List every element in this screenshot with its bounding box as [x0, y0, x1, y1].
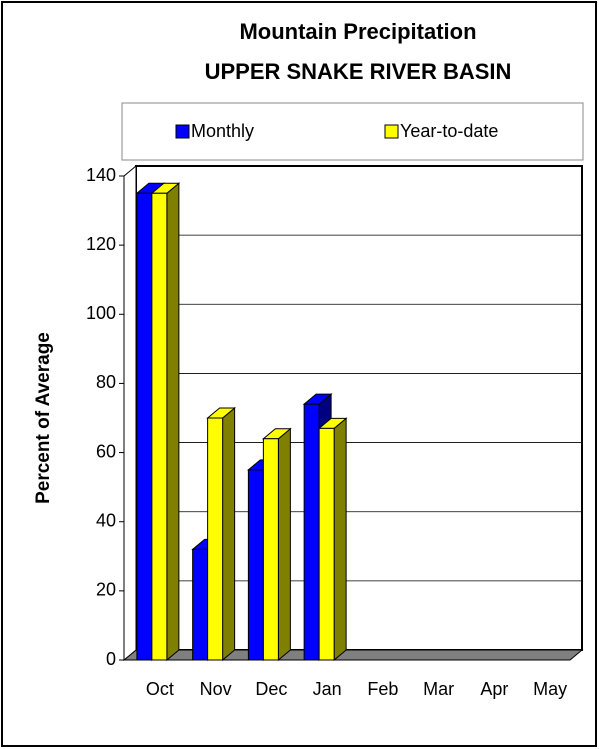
bar: [150, 182, 181, 662]
x-tick-label: Mar: [423, 679, 454, 699]
y-tick-label: 20: [96, 580, 116, 600]
y-tick-label: 120: [86, 234, 116, 254]
x-tick-label: Oct: [146, 679, 174, 699]
legend-swatch: [384, 124, 399, 139]
y-tick-label: 60: [96, 441, 116, 461]
y-tick-label: 140: [86, 165, 116, 185]
x-tick-label: Dec: [255, 679, 287, 699]
bar: [206, 406, 237, 662]
x-tick-label: Apr: [480, 679, 508, 699]
y-tick-label: 40: [96, 510, 116, 530]
chart-title: Mountain Precipitation: [239, 19, 476, 44]
legend-label: Monthly: [191, 121, 254, 141]
bar: [317, 417, 348, 662]
y-tick-label: 80: [96, 372, 116, 392]
legend-swatch: [175, 124, 190, 139]
y-tick-label: 0: [106, 649, 116, 669]
side-wall: [123, 164, 137, 662]
y-tick-label: 100: [86, 303, 116, 323]
bar: [261, 427, 292, 662]
y-axis-title: Percent of Average: [33, 332, 54, 504]
chart-subtitle: UPPER SNAKE RIVER BASIN: [205, 59, 512, 84]
legend-box: [121, 102, 584, 161]
legend-label: Year-to-date: [400, 121, 498, 141]
x-tick-label: May: [533, 679, 567, 699]
x-tick-label: Nov: [200, 679, 232, 699]
x-tick-label: Jan: [313, 679, 342, 699]
x-tick-label: Feb: [367, 679, 398, 699]
